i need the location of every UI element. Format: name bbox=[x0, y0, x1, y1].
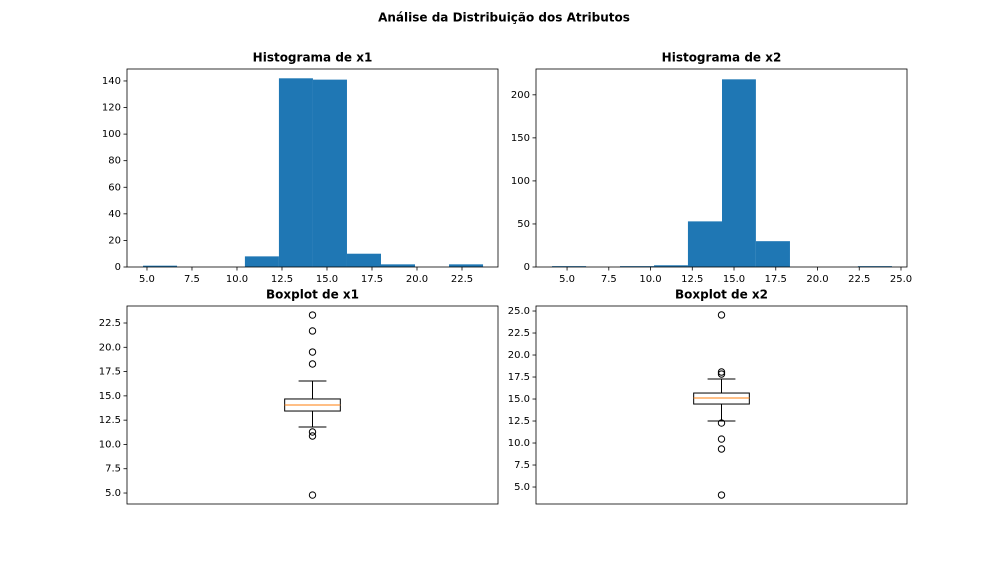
axes-frame bbox=[535, 305, 908, 505]
outlier bbox=[308, 360, 317, 368]
y-tick-label: 12.5 bbox=[508, 416, 530, 427]
y-tick-label: 12.5 bbox=[99, 415, 121, 426]
x-tick-label: 10.0 bbox=[226, 274, 248, 285]
x-tick-label: 20.0 bbox=[806, 274, 828, 285]
outlier bbox=[308, 348, 317, 356]
panel-title: Boxplot de x1 bbox=[266, 288, 359, 302]
bar bbox=[654, 265, 688, 267]
y-tick-label: 140 bbox=[102, 76, 121, 87]
bar bbox=[755, 241, 790, 267]
outlier bbox=[717, 491, 726, 499]
x-tick-label: 10.0 bbox=[639, 274, 661, 285]
y-tick-label: 10.0 bbox=[99, 439, 121, 450]
axes-frame bbox=[126, 68, 499, 268]
panel-title: Histograma de x1 bbox=[253, 51, 373, 65]
x-tick-label: 17.5 bbox=[361, 274, 383, 285]
x-tick-label: 22.5 bbox=[848, 274, 870, 285]
x-tick-label: 15.0 bbox=[723, 274, 745, 285]
bar bbox=[449, 264, 484, 267]
x-tick-label: 25.0 bbox=[890, 274, 912, 285]
bar bbox=[312, 79, 347, 267]
y-tick-label: 10.0 bbox=[508, 438, 530, 449]
y-tick-label: 40 bbox=[108, 209, 121, 220]
bar bbox=[722, 79, 756, 267]
y-tick-label: 15.0 bbox=[508, 394, 530, 405]
y-tick-label: 20.0 bbox=[99, 342, 121, 353]
y-tick-label: 150 bbox=[511, 133, 530, 144]
y-tick-label: 5.0 bbox=[514, 482, 530, 493]
outlier bbox=[717, 445, 726, 453]
x-tick-label: 12.5 bbox=[681, 274, 703, 285]
y-tick-label: 5.0 bbox=[105, 488, 121, 499]
bar bbox=[278, 78, 313, 267]
y-tick-label: 0 bbox=[524, 262, 530, 273]
y-tick-label: 20 bbox=[108, 235, 121, 246]
figure-title: Análise da Distribuição dos Atributos bbox=[378, 11, 630, 25]
y-tick-label: 60 bbox=[108, 182, 121, 193]
bar bbox=[244, 256, 279, 267]
x-tick-label: 20.0 bbox=[406, 274, 428, 285]
bar bbox=[380, 264, 416, 267]
axes-frame bbox=[126, 305, 499, 505]
y-tick-label: 17.5 bbox=[99, 367, 121, 378]
x-tick-label: 7.5 bbox=[184, 274, 200, 285]
y-tick-label: 22.5 bbox=[99, 318, 121, 329]
bar bbox=[552, 266, 587, 267]
y-tick-label: 120 bbox=[102, 103, 121, 114]
x-tick-label: 17.5 bbox=[765, 274, 787, 285]
outlier bbox=[308, 327, 317, 335]
outlier bbox=[308, 491, 317, 499]
outlier bbox=[717, 370, 726, 378]
bar bbox=[346, 253, 381, 267]
x-tick-label: 22.5 bbox=[451, 274, 473, 285]
panel-title: Boxplot de x2 bbox=[675, 288, 768, 302]
panel-title: Histograma de x2 bbox=[662, 51, 782, 65]
outlier bbox=[308, 432, 317, 440]
outlier bbox=[717, 311, 726, 319]
outlier bbox=[717, 368, 726, 376]
x-tick-label: 7.5 bbox=[601, 274, 617, 285]
y-tick-label: 80 bbox=[108, 156, 121, 167]
axes-frame bbox=[535, 68, 908, 268]
y-tick-label: 22.5 bbox=[508, 328, 530, 339]
x-tick-label: 5.0 bbox=[559, 274, 575, 285]
x-tick-label: 15.0 bbox=[316, 274, 338, 285]
y-tick-label: 100 bbox=[511, 176, 530, 187]
y-tick-label: 7.5 bbox=[105, 464, 121, 475]
outlier bbox=[717, 435, 726, 443]
bar bbox=[619, 266, 655, 267]
y-tick-label: 100 bbox=[102, 129, 121, 140]
x-tick-label: 5.0 bbox=[139, 274, 155, 285]
x-tick-label: 12.5 bbox=[271, 274, 293, 285]
outlier bbox=[308, 428, 317, 436]
bar bbox=[857, 266, 892, 267]
outlier bbox=[717, 419, 726, 427]
y-tick-label: 17.5 bbox=[508, 372, 530, 383]
y-tick-label: 7.5 bbox=[514, 460, 530, 471]
y-tick-label: 15.0 bbox=[99, 391, 121, 402]
outlier bbox=[308, 311, 317, 319]
bar bbox=[687, 221, 723, 267]
bar bbox=[143, 265, 178, 267]
y-tick-label: 50 bbox=[517, 219, 530, 230]
y-tick-label: 200 bbox=[511, 90, 530, 101]
y-tick-label: 25.0 bbox=[508, 306, 530, 317]
y-tick-label: 20.0 bbox=[508, 350, 530, 361]
y-tick-label: 0 bbox=[115, 262, 121, 273]
